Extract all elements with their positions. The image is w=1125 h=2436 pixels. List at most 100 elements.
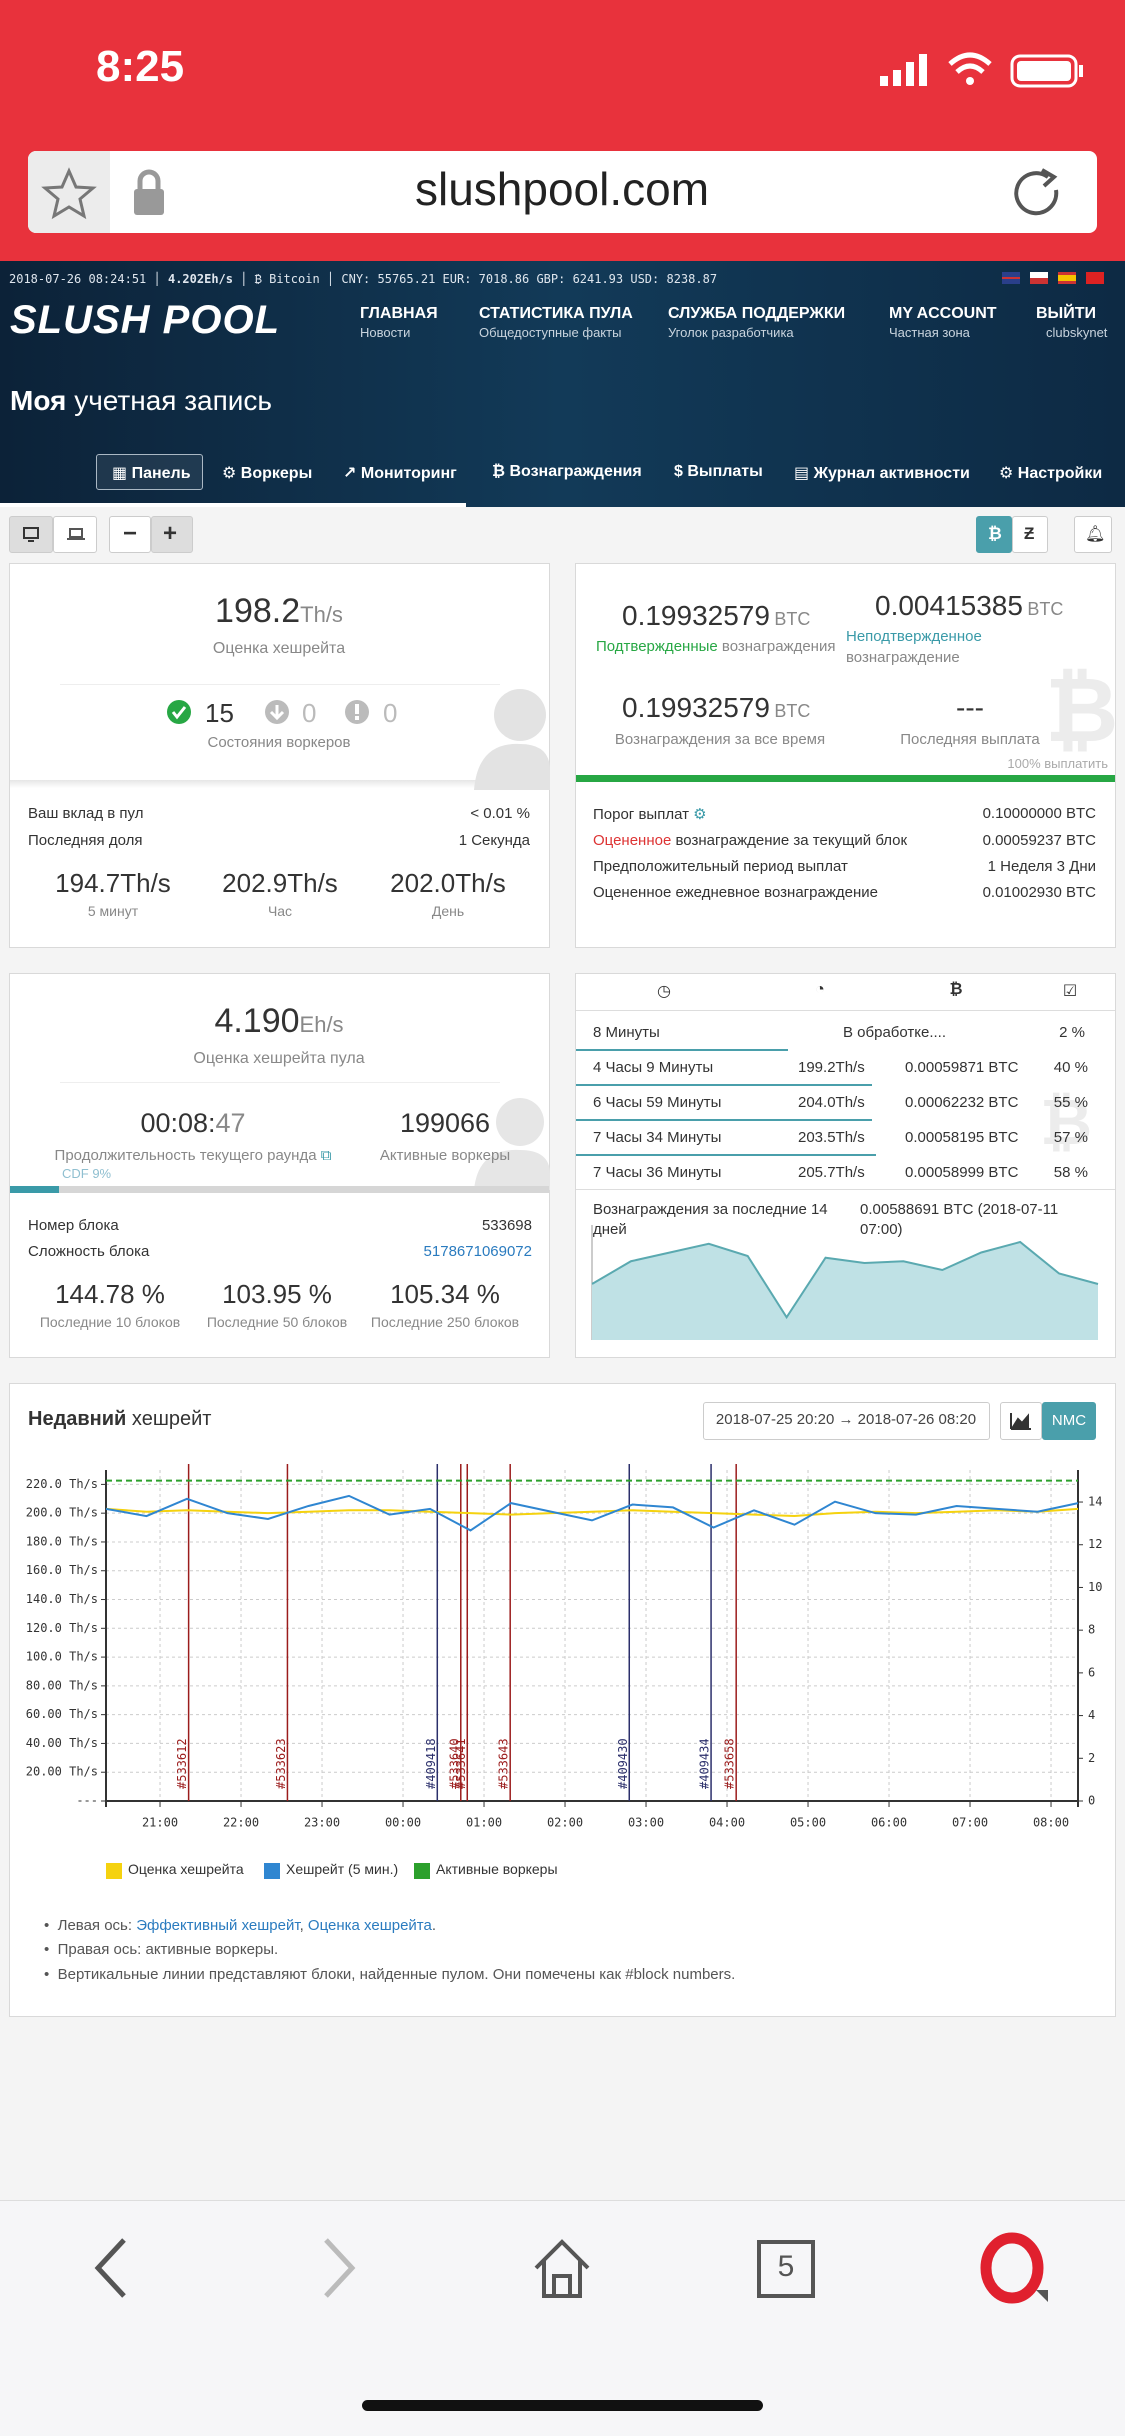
block-reward: 0.00062232 BTC <box>905 1094 1019 1111</box>
coin-zcash[interactable] <box>1012 516 1048 553</box>
col-share-icon: ◔ <box>815 981 825 998</box>
divider <box>60 1082 500 1083</box>
ticker-date: 2018-07-26 08:24:51 <box>9 272 147 286</box>
series-line <box>105 1507 1079 1518</box>
status-icons <box>880 52 1083 88</box>
legend-swatch <box>264 1863 280 1879</box>
block-time: 6 Часы 59 Минуты <box>593 1094 722 1111</box>
y-tick-label: 120.0 Th/s <box>26 1621 98 1635</box>
x-tick-label: 23:00 <box>304 1816 340 1830</box>
tab-label: Выплаты <box>687 463 763 480</box>
tab[interactable]: ▤ Журнал активности <box>794 465 970 482</box>
block-share: 55 % <box>1053 1094 1088 1111</box>
summary-value: 0.00588691 BTC (2018-07-11 07:00) <box>860 1201 1059 1238</box>
y-tick-label: 140.0 Th/s <box>26 1592 98 1606</box>
row-label: Оцененное ежедневное вознаграждение <box>593 884 878 901</box>
zoom-out[interactable] <box>109 516 151 553</box>
tab[interactable]: ⚙ Настройки <box>999 465 1103 482</box>
unit: BTC <box>774 609 811 629</box>
browser-controls <box>94 2232 1048 2411</box>
tab-label: Настройки <box>1017 465 1103 482</box>
legend-label[interactable]: Оценка хешрейта <box>128 1861 244 1877</box>
block-time: 7 Часы 34 Минуты <box>593 1129 722 1146</box>
cdf-bar <box>10 1186 549 1193</box>
nav-title[interactable]: ГЛАВНАЯ <box>360 305 438 322</box>
legend-label[interactable]: Хешрейт (5 мин.) <box>286 1861 399 1877</box>
block-label: #533623 <box>274 1738 288 1789</box>
cdf-fill <box>10 1186 59 1193</box>
y-tick-label: 20.00 Th/s <box>26 1765 98 1779</box>
layout-laptop[interactable] <box>53 516 97 553</box>
browser-bottom <box>0 2200 1125 2436</box>
range-text: 2018-07-25 20:20 → 2018-07-26 08:20 <box>715 1411 977 1428</box>
reload-icon[interactable] <box>1010 166 1070 220</box>
tab-label: Воркеры <box>240 465 313 482</box>
luck-label: Последние 50 блоков <box>206 1314 348 1330</box>
page-title-bold: Моя <box>10 385 67 416</box>
zoom-in[interactable] <box>151 516 193 553</box>
row-value: 0.10000000 BTC <box>982 805 1096 822</box>
external-link[interactable]: ⧉ <box>320 1147 332 1164</box>
gear-icon[interactable]: ⚙ <box>693 806 707 823</box>
nav-title[interactable]: СЛУЖБА ПОДДЕРЖКИ <box>668 305 846 322</box>
logo[interactable]: SLUSH POOL <box>10 298 281 342</box>
label-b: вознаграждения <box>721 638 836 655</box>
tab[interactable]: ₿ Вознаграждения <box>492 463 642 480</box>
language-flags[interactable] <box>1000 270 1120 286</box>
cdf-label: CDF 9% <box>62 1166 112 1181</box>
label: Порог выплат <box>593 806 689 823</box>
url[interactable]: slushpool.com <box>414 163 710 215</box>
x-tick-label: 21:00 <box>142 1816 178 1830</box>
panel-title: Недавний хешрейт <box>28 1408 211 1431</box>
block-label: #533643 <box>497 1738 511 1789</box>
minus-icon: − <box>123 520 138 547</box>
luck-label: Последние 10 блоков <box>39 1314 181 1330</box>
note: • Вертикальные линии представляют блоки,… <box>44 1966 736 1983</box>
tab[interactable]: ▦ Панель <box>112 465 191 482</box>
notifications[interactable] <box>1074 516 1112 553</box>
luck-value: 105.34 % <box>390 1279 500 1309</box>
coin-btc[interactable] <box>976 516 1012 553</box>
tab[interactable]: $ Выплаты <box>674 463 763 480</box>
block-label: #409418 <box>424 1738 438 1789</box>
legend-label[interactable]: Активные воркеры <box>436 1861 558 1877</box>
y-tick-label: 80.00 Th/s <box>26 1678 98 1692</box>
divider <box>60 684 500 685</box>
x-tick-label: 07:00 <box>952 1816 988 1830</box>
row-label: Номер блока <box>28 1217 119 1234</box>
address-bar[interactable] <box>28 151 1097 233</box>
title-rest: хешрейт <box>131 1408 212 1430</box>
btc-icon: ₿ <box>988 524 1002 543</box>
value: 198.2 <box>215 592 301 630</box>
nav-title[interactable]: MY ACCOUNT <box>889 305 997 322</box>
nmc-button[interactable] <box>1042 1402 1096 1440</box>
pool-label: Оценка хешрейта пула <box>193 1050 365 1067</box>
tab[interactable]: ⚙ Воркеры <box>222 465 313 482</box>
x-tick-label: 22:00 <box>223 1816 259 1830</box>
worker-watermark <box>474 1098 550 1190</box>
hashrate-label: Оценка хешрейта <box>212 640 346 657</box>
bookmark-button[interactable] <box>28 151 110 233</box>
tab-count[interactable]: 5 <box>777 2250 795 2283</box>
row-value: 533698 <box>481 1217 532 1234</box>
tab[interactable]: ↗ Мониторинг <box>343 465 457 482</box>
note-link[interactable]: Оценка хешрейта <box>307 1917 432 1934</box>
row-value[interactable]: 5178671069072 <box>423 1243 532 1260</box>
note-link[interactable]: Эффективный хешрейт <box>136 1917 300 1934</box>
active-tab[interactable] <box>96 454 203 490</box>
block-label: #409434 <box>698 1738 712 1789</box>
x-tick-label: 05:00 <box>790 1816 826 1830</box>
divider <box>576 1010 1115 1011</box>
y-tick-label: 60.00 Th/s <box>26 1707 98 1721</box>
nav-title[interactable]: ВЫЙТИ <box>1036 305 1096 322</box>
nav-title[interactable]: СТАТИСТИКА ПУЛА <box>479 305 633 322</box>
rewards-card <box>575 563 1116 948</box>
note: • Левая ось: Эффективный хешрейт, Оценка… <box>44 1917 437 1934</box>
row-value: 1 Секунда <box>458 832 530 849</box>
range-picker[interactable] <box>703 1402 990 1440</box>
layout-desktop[interactable] <box>9 516 53 553</box>
card-shade <box>10 780 549 788</box>
tab-label: Мониторинг <box>360 465 457 482</box>
block-label: #533641 <box>454 1738 468 1789</box>
confirmed-value: 0.19932579 BTC <box>622 600 810 632</box>
